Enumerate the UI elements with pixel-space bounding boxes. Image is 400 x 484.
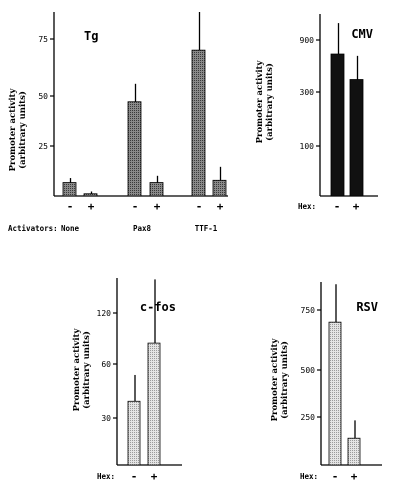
cfos-ylabel-line1: Promoter activity	[72, 328, 82, 412]
rsv-ylabel-line2: (arbitrary units)	[279, 341, 290, 419]
tg-minus-sign: -	[196, 200, 203, 213]
rsv-bar	[347, 437, 361, 466]
rsv-ylabel-line1: Promoter activity	[270, 338, 280, 422]
rsv-tick-label: 500	[301, 366, 316, 375]
cfos-title: c-fos	[140, 300, 176, 314]
tg-group-ttf1: TTF-1	[195, 224, 218, 233]
tg-group-none: None	[61, 224, 80, 233]
cmv-tick-label: 300	[300, 88, 315, 97]
tg-ylabel-line2: (arbitrary units)	[17, 91, 28, 169]
rsv-plus-sign: +	[351, 470, 358, 483]
rsv-bar	[328, 321, 342, 466]
panel-rsv: Promoter activity (arbitrary units) 250 5…	[270, 282, 382, 483]
cmv-hex-label: Hex:	[298, 202, 316, 211]
cfos-tick-label: 120	[97, 309, 112, 318]
tg-ylabel: Promoter activity (arbitrary units)	[8, 88, 28, 172]
rsv-tick-label: 750	[301, 306, 316, 315]
tg-plus-sign: +	[88, 200, 95, 213]
rsv-minus-sign: -	[332, 470, 339, 483]
tg-tick-label: 50	[38, 92, 48, 101]
cfos-minus-sign: -	[131, 470, 138, 483]
tg-title: Tg	[84, 29, 98, 43]
tg-ylabel-line1: Promoter activity	[8, 88, 18, 172]
cfos-hex-label: Hex:	[97, 472, 115, 481]
panel-cmv: Promoter activity (arbitrary units) 100 3…	[255, 14, 378, 213]
cmv-ylabel: Promoter activity (arbitrary units)	[255, 60, 275, 144]
cfos-bar	[127, 400, 141, 466]
tg-minus-sign: -	[132, 200, 139, 213]
cmv-plus-sign: +	[353, 200, 360, 213]
cmv-tick-label: 900	[300, 36, 315, 45]
tg-bar	[83, 193, 98, 197]
cmv-bar	[349, 79, 364, 197]
panel-cfos: Promoter activity (arbitrary units) 30 60…	[72, 278, 182, 483]
rsv-tick-label: 250	[301, 413, 316, 422]
cmv-tick-label: 100	[300, 142, 315, 151]
rsv-title: RSV	[356, 300, 378, 314]
tg-plus-sign: +	[154, 200, 161, 213]
cfos-plus-sign: +	[151, 470, 158, 483]
tg-tick-label: 25	[38, 142, 48, 151]
tg-bar	[191, 49, 206, 197]
tg-bar	[212, 179, 227, 197]
tg-bar	[149, 182, 164, 197]
tg-group-pax8: Pax8	[133, 224, 152, 233]
tg-bar	[127, 101, 142, 197]
cfos-ylabel-line2: (arbitrary units)	[81, 331, 92, 409]
panel-tg: Promoter activity (arbitrary units) 25 50…	[8, 12, 228, 233]
cmv-ylabel-line2: (arbitrary units)	[264, 63, 275, 141]
cmv-ylabel-line1: Promoter activity	[255, 60, 265, 144]
rsv-hex-label: Hex:	[300, 472, 318, 481]
tg-activators-label: Activators:	[8, 224, 58, 233]
cmv-bar	[330, 53, 345, 197]
tg-tick-label: 75	[38, 35, 48, 44]
cfos-tick-label: 30	[101, 414, 111, 423]
tg-minus-sign: -	[67, 200, 74, 213]
cfos-ylabel: Promoter activity (arbitrary units)	[72, 328, 92, 412]
cfos-tick-label: 60	[101, 360, 111, 369]
tg-plus-sign: +	[217, 200, 224, 213]
cmv-minus-sign: -	[334, 200, 341, 213]
cmv-title: CMV	[351, 27, 373, 41]
tg-bar	[62, 182, 77, 197]
cfos-bar	[147, 342, 161, 466]
rsv-ylabel: Promoter activity (arbitrary units)	[270, 338, 290, 422]
